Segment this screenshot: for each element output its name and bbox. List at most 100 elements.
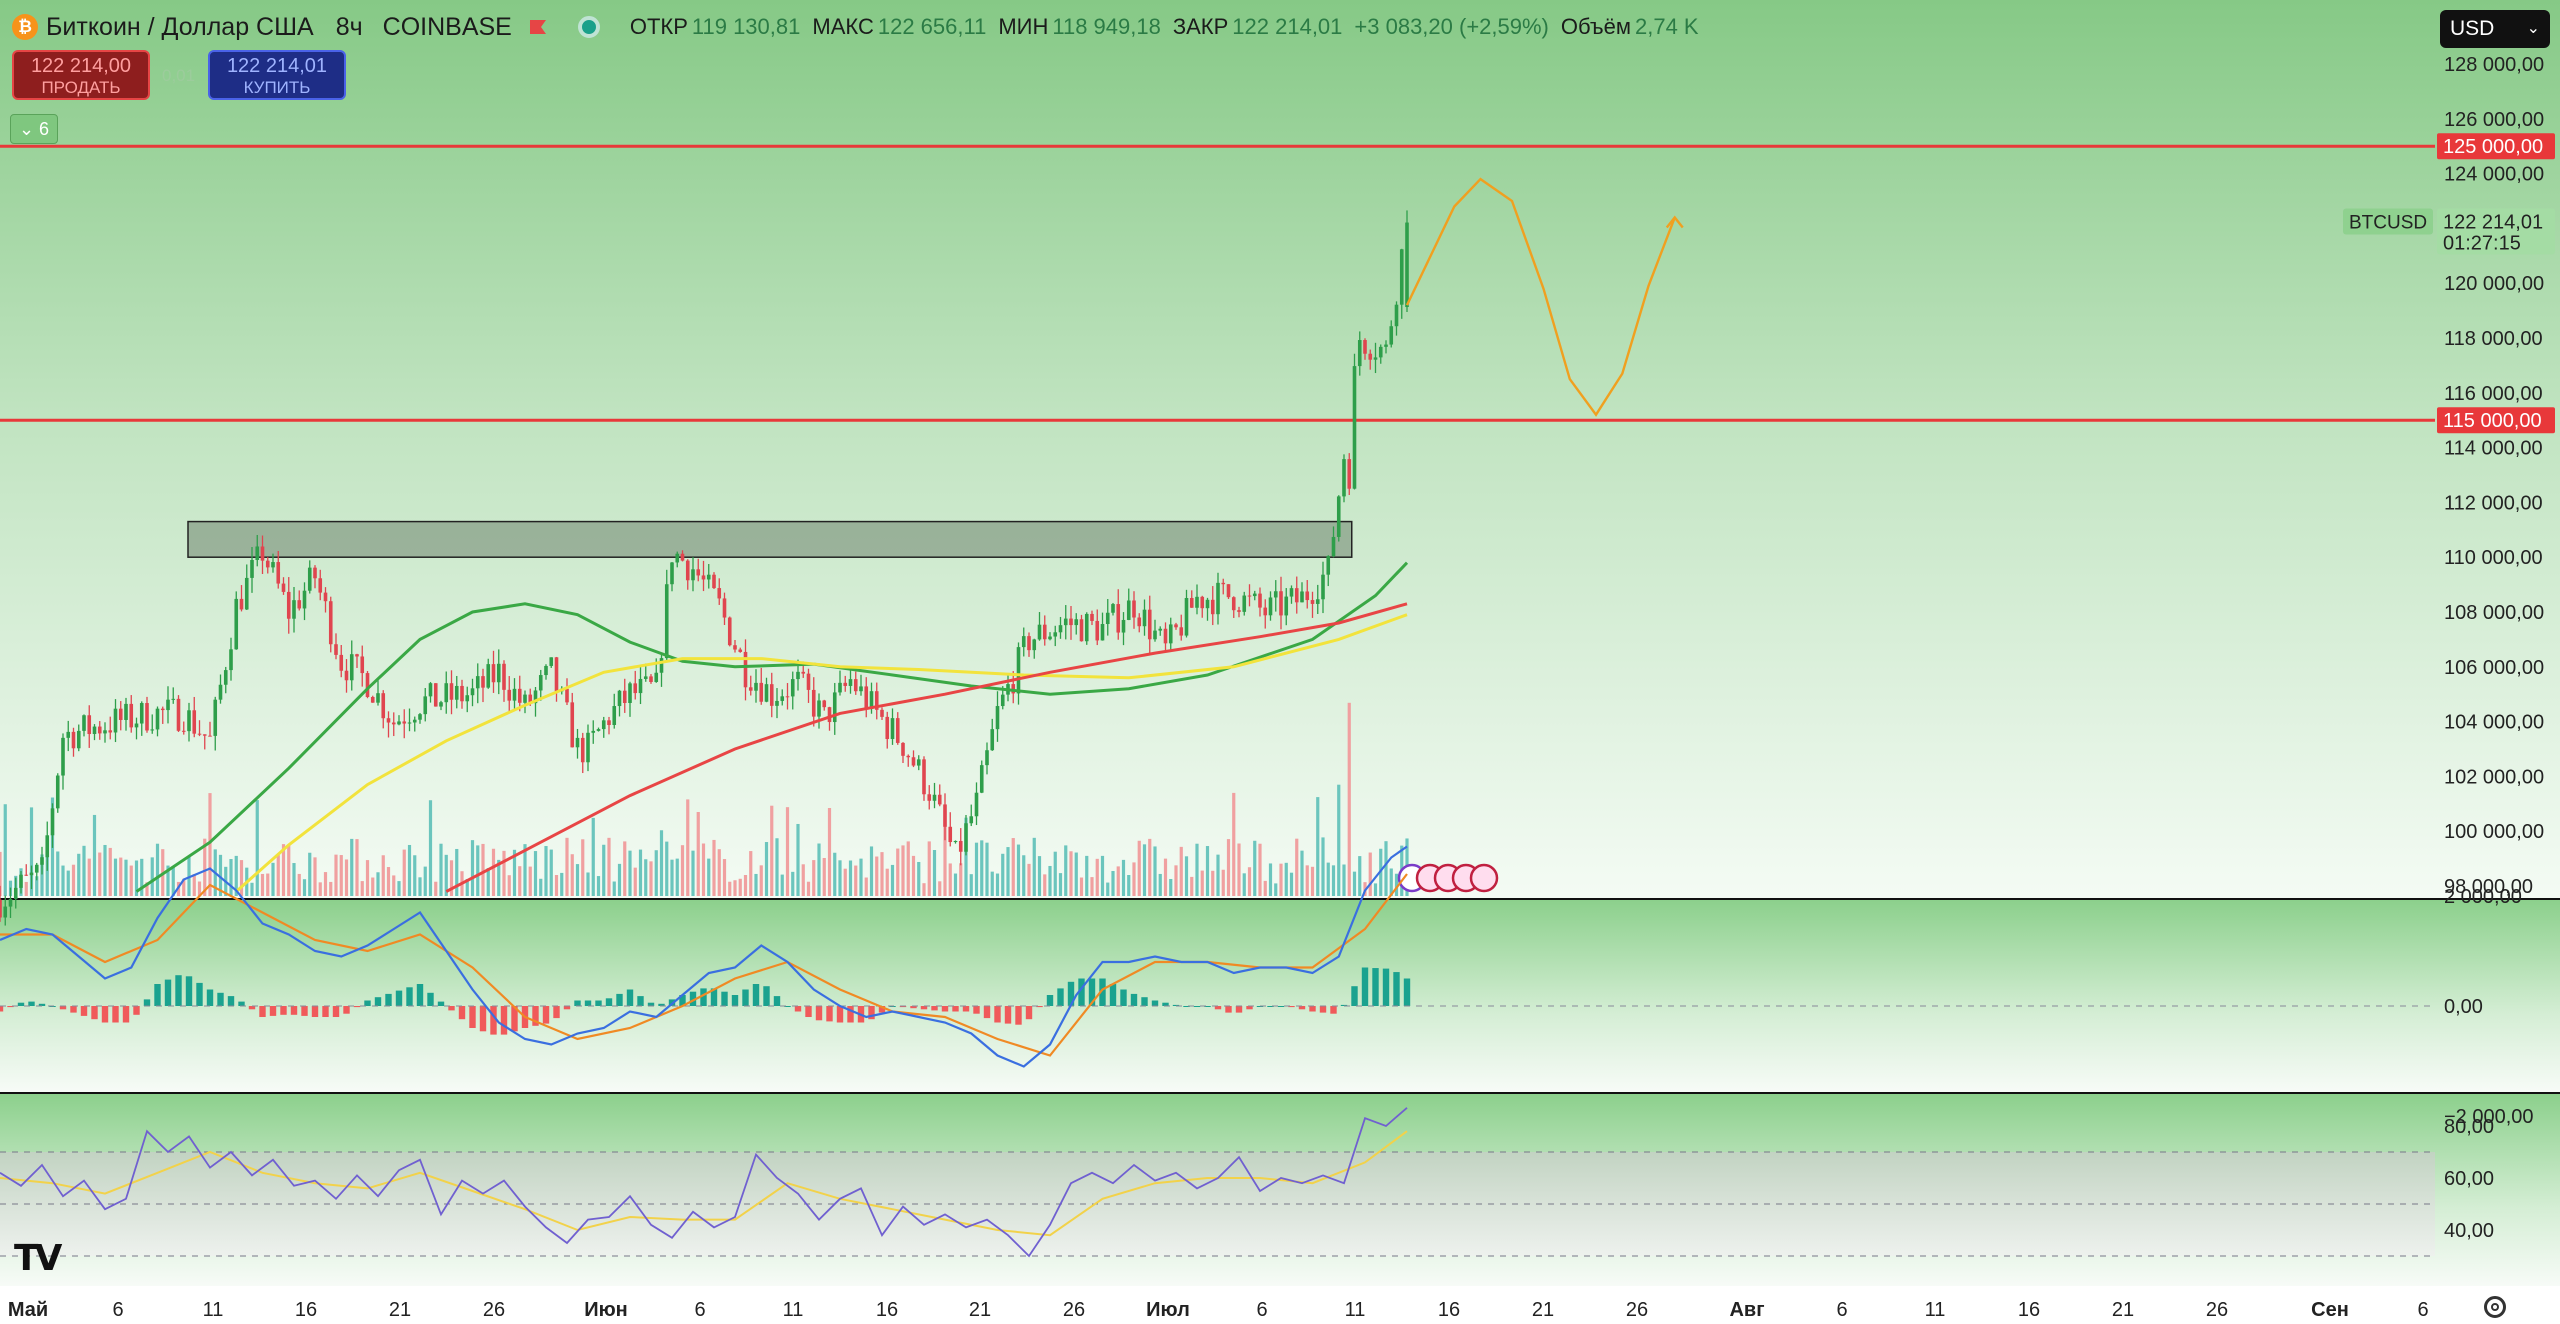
volume-bar xyxy=(549,849,553,896)
macd-histogram-bar xyxy=(248,1006,256,1010)
candle-body xyxy=(754,682,758,691)
candle-body xyxy=(1357,340,1362,367)
volume-bar xyxy=(260,873,265,896)
macd-histogram-bar xyxy=(469,1006,476,1028)
candle-body xyxy=(1336,496,1341,537)
timeframe-button[interactable]: 8ч xyxy=(335,12,363,41)
currency-select[interactable]: USD ⌄ xyxy=(2440,10,2550,48)
macd-histogram-bar xyxy=(626,989,634,1006)
candle-body xyxy=(460,685,464,702)
macd-histogram-bar xyxy=(196,982,203,1006)
volume-bar xyxy=(806,881,811,896)
gear-icon[interactable] xyxy=(2484,1296,2506,1318)
economic-event-icon[interactable] xyxy=(1469,863,1499,893)
flag-icon[interactable] xyxy=(528,18,548,36)
candle-body xyxy=(61,737,65,776)
candle-body xyxy=(843,682,848,686)
candle-body xyxy=(507,689,512,701)
buy-button[interactable]: 122 214,01 КУПИТЬ xyxy=(208,50,346,100)
tradingview-logo[interactable]: TV xyxy=(14,1238,62,1279)
price-axis-label: 124 000,00 xyxy=(2444,164,2544,186)
time-axis-label: 11 xyxy=(783,1299,804,1321)
macd-histogram-bar xyxy=(427,992,434,1006)
macd-histogram-bar xyxy=(941,1006,949,1012)
candle-body xyxy=(176,698,181,731)
macd-histogram-bar xyxy=(584,1000,592,1006)
candle-body xyxy=(638,678,643,694)
candle-body xyxy=(1100,624,1105,641)
volume-bar xyxy=(560,872,564,896)
candle-body xyxy=(544,665,548,676)
candle-body xyxy=(1242,595,1247,612)
candle-body xyxy=(701,575,706,580)
candle-body xyxy=(1331,536,1336,557)
macd-histogram-bar xyxy=(826,1006,833,1022)
symbol-header: ₿ Биткоин / Доллар США 8ч COINBASE ОТКР … xyxy=(0,8,1711,46)
close-value: 122 214,01 xyxy=(1232,14,1343,39)
main-pane-bg xyxy=(0,0,2560,898)
macd-histogram-bar xyxy=(112,1006,119,1023)
volume-bar xyxy=(92,814,97,896)
volume-bar xyxy=(827,808,832,896)
volume-bar xyxy=(665,841,669,896)
volume-bar xyxy=(1358,856,1362,896)
volume-bar xyxy=(302,879,307,896)
volume-bar xyxy=(1232,792,1236,896)
volume-bar xyxy=(0,851,2,896)
volume-bar xyxy=(906,841,910,896)
candle-body xyxy=(596,729,601,731)
candle-body xyxy=(271,562,275,568)
candle-body xyxy=(397,721,401,725)
volume-bar xyxy=(3,804,7,896)
volume-bar xyxy=(1242,873,1246,896)
projection-arrowhead xyxy=(1665,215,1684,229)
candle-body xyxy=(528,694,533,704)
resistance-zone[interactable] xyxy=(187,520,1353,558)
time-axis-label: 21 xyxy=(969,1299,991,1321)
candle-body xyxy=(523,694,527,703)
macd-histogram-bar xyxy=(343,1006,350,1014)
candle-body xyxy=(171,698,176,700)
candle-body xyxy=(1048,636,1052,640)
time-axis-label: 26 xyxy=(1626,1299,1648,1321)
candle-body xyxy=(50,808,55,836)
symbol-title[interactable]: Биткоин / Доллар США xyxy=(46,12,314,41)
candle-body xyxy=(0,899,2,918)
volume-bar xyxy=(649,861,653,896)
candle-body xyxy=(1221,582,1226,585)
macd-histogram-bar xyxy=(742,989,749,1006)
moving-average-line xyxy=(445,602,1408,893)
price-axis-label: 108 000,00 xyxy=(2444,602,2544,624)
candle-body xyxy=(444,683,449,703)
volume-bar xyxy=(56,851,60,896)
indicators-toggle-button[interactable]: ⌄ 6 xyxy=(10,114,58,144)
candle-body xyxy=(1000,694,1005,707)
volume-bar xyxy=(890,864,895,896)
candle-body xyxy=(880,709,884,717)
volume-bar xyxy=(1384,841,1388,896)
time-axis-label: 6 xyxy=(2417,1299,2428,1321)
macd-histogram-bar xyxy=(563,1006,571,1010)
sell-button[interactable]: 122 214,00 ПРОДАТЬ xyxy=(12,50,150,100)
candle-body xyxy=(1027,636,1031,651)
macd-histogram-bar xyxy=(28,1001,35,1006)
volume-bar xyxy=(239,860,244,896)
candle-body xyxy=(407,722,412,724)
volume-bar xyxy=(108,847,112,896)
volume-bar xyxy=(376,872,380,896)
candle-body xyxy=(911,757,916,766)
close-label: ЗАКР xyxy=(1172,14,1229,39)
price-axis-label: 116 000,00 xyxy=(2444,383,2543,405)
projection-path[interactable] xyxy=(1405,177,1676,417)
candle-body xyxy=(55,775,60,809)
candle-body xyxy=(575,737,580,748)
macd-histogram-bar xyxy=(931,1006,938,1011)
candle-body xyxy=(1300,591,1304,603)
volume-bar xyxy=(964,817,968,896)
candle-body xyxy=(796,671,800,680)
macd-histogram-bar xyxy=(143,999,151,1006)
candle-body xyxy=(229,649,233,671)
candle-body xyxy=(838,682,842,693)
